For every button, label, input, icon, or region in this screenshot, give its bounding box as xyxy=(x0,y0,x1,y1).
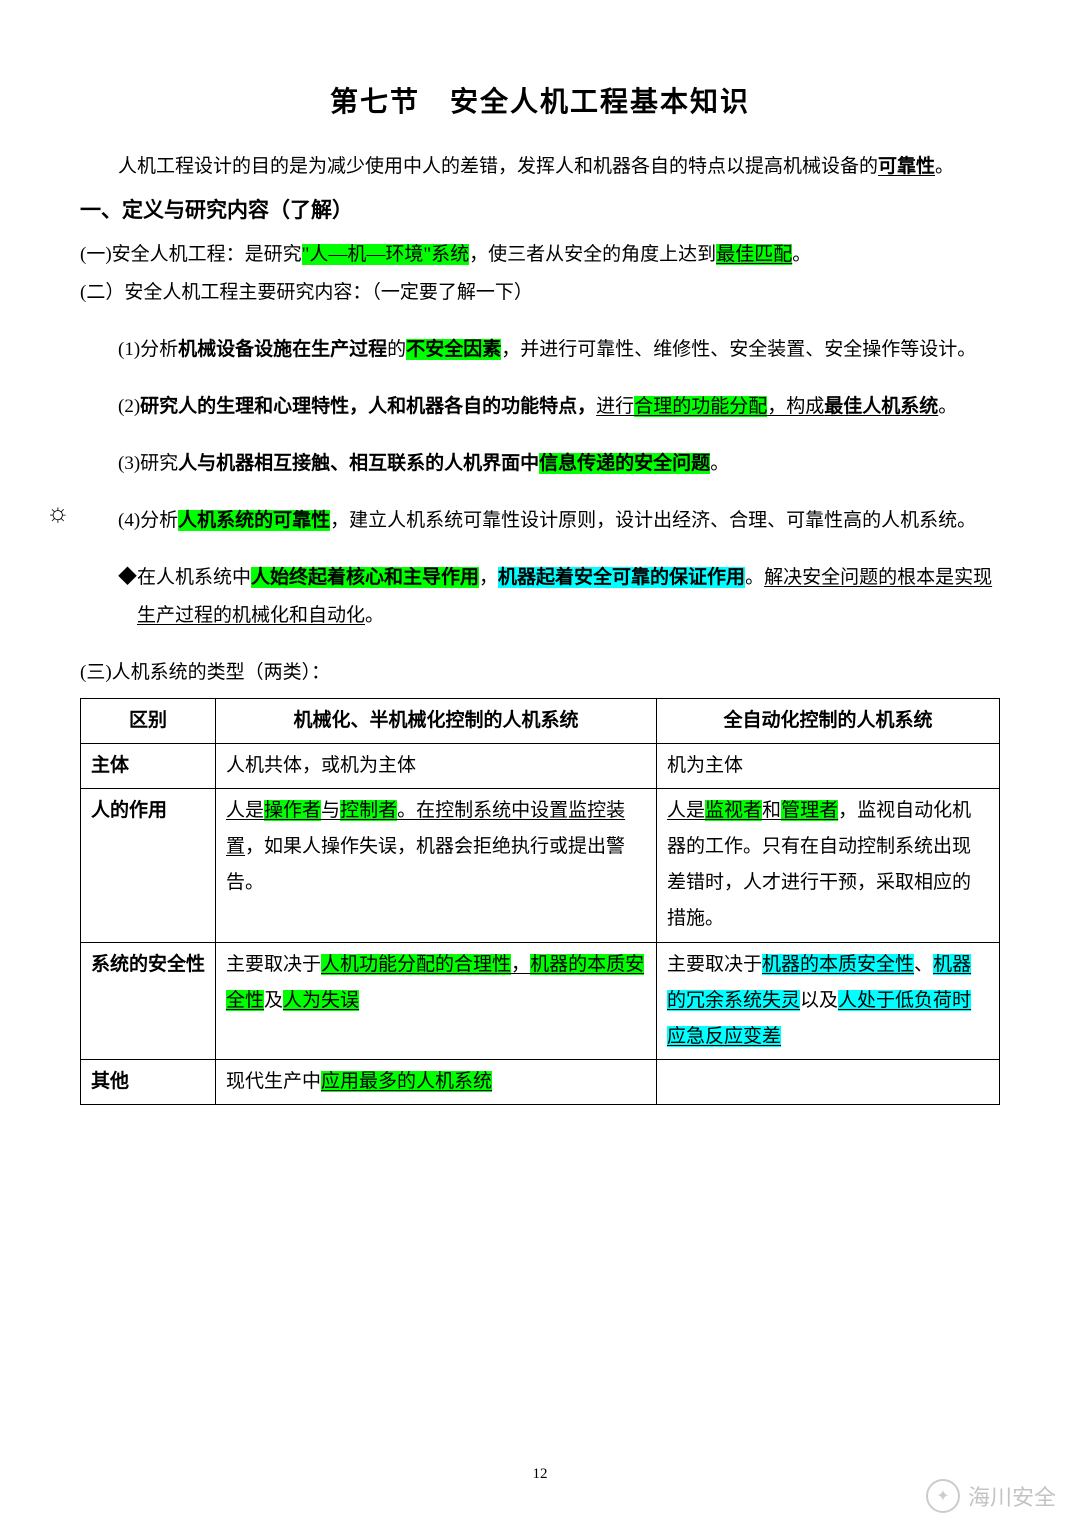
hl-operator: 操作者 xyxy=(264,800,321,821)
intro-post: 。 xyxy=(935,156,954,177)
page-number: 12 xyxy=(0,1466,1080,1483)
intro-paragraph: 人机工程设计的目的是为减少使用中人的差错，发挥人和机器各自的特点以提高机械设备的… xyxy=(80,148,1000,186)
hl-controller: 控制者 xyxy=(340,800,397,821)
table-header-row: 区别 机械化、半机械化控制的人机系统 全自动化控制的人机系统 xyxy=(81,699,1000,744)
watermark-text: 海川安全 xyxy=(968,1480,1056,1512)
cell-safety-2: 主要取决于机器的本质安全性、机器的冗余系统失灵以及人处于低负荷时应急反应变差 xyxy=(657,942,1000,1059)
page-title: 第七节 安全人机工程基本知识 xyxy=(80,80,1000,120)
hl-human-core: 人始终起着核心和主导作用 xyxy=(251,567,479,588)
th-full-auto: 全自动化控制的人机系统 xyxy=(657,699,1000,744)
sun-icon: ☼ xyxy=(46,498,70,528)
cell-subject-1: 人机共体，或机为主体 xyxy=(216,744,657,789)
hl-intrinsic-safety-2: 机器的本质安全性 xyxy=(762,954,914,975)
s1-1: (一)安全人机工程：是研究"人—机—环境"系统，使三者从安全的角度上达到最佳匹配… xyxy=(80,236,1000,274)
row-label-subject: 主体 xyxy=(81,744,216,789)
hl-unsafe-factor: 不安全因素 xyxy=(406,339,501,360)
hl-most-used: 应用最多的人机系统 xyxy=(321,1071,492,1092)
hl-func-alloc: 合理的功能分配 xyxy=(634,396,767,417)
intro-pre: 人机工程设计的目的是为减少使用中人的差错，发挥人和机器各自的特点以提高机械设备的 xyxy=(118,156,878,177)
hl-machine-guarantee: 机器起着安全可靠的保证作用 xyxy=(498,567,745,588)
hl-manager: 管理者 xyxy=(781,800,838,821)
row-label-role: 人的作用 xyxy=(81,789,216,942)
table-row: 其他 现代生产中应用最多的人机系统 xyxy=(81,1059,1000,1104)
s1-2-2: (2)研究人的生理和心理特性，人和机器各自的功能特点，进行合理的功能分配，构成最… xyxy=(99,388,1000,426)
cell-other-2 xyxy=(657,1059,1000,1104)
cell-role-1: 人是操作者与控制者。在控制系统中设置监控装置，如果人操作失误，机器会拒绝执行或提… xyxy=(216,789,657,942)
wechat-icon: ✦ xyxy=(926,1479,960,1513)
section-1-heading: 一、定义与研究内容（了解） xyxy=(80,190,1000,232)
cell-role-2: 人是监视者和管理者，监视自动化机器的工作。只有在自动控制系统出现差错时，人才进行… xyxy=(657,789,1000,942)
s1-2-3: (3)研究人与机器相互接触、相互联系的人机界面中信息传递的安全问题。 xyxy=(99,445,1000,483)
hl-reliability: 人机系统的可靠性 xyxy=(178,510,330,531)
s1-bullet: ◆在人机系统中人始终起着核心和主导作用，机器起着安全可靠的保证作用。解决安全问题… xyxy=(99,559,1000,635)
table-row: 系统的安全性 主要取决于人机功能分配的合理性，机器的本质安全性及人为失误 主要取… xyxy=(81,942,1000,1059)
hl-system: "人—机—环境"系统 xyxy=(302,244,470,265)
th-semi-auto: 机械化、半机械化控制的人机系统 xyxy=(216,699,657,744)
document-page: ☼ 第七节 安全人机工程基本知识 人机工程设计的目的是为减少使用中人的差错，发挥… xyxy=(0,0,1080,1531)
cell-safety-1: 主要取决于人机功能分配的合理性，机器的本质安全性及人为失误 xyxy=(216,942,657,1059)
s1-3-head: (三)人机系统的类型（两类）： xyxy=(80,654,1000,692)
cell-subject-2: 机为主体 xyxy=(657,744,1000,789)
hl-alloc-reason: 人机功能分配的合理性 xyxy=(321,954,511,975)
s1-2-1: (1)分析机械设备设施在生产过程的不安全因素，并进行可靠性、维修性、安全装置、安… xyxy=(99,331,1000,369)
hl-monitor: 监视者 xyxy=(705,800,762,821)
cell-other-1: 现代生产中应用最多的人机系统 xyxy=(216,1059,657,1104)
hl-best-match: 最佳匹配 xyxy=(716,244,792,265)
intro-key: 可靠性 xyxy=(878,156,935,177)
th-diff: 区别 xyxy=(81,699,216,744)
hl-human-error: 人为失误 xyxy=(283,990,359,1011)
row-label-safety: 系统的安全性 xyxy=(81,942,216,1059)
comparison-table: 区别 机械化、半机械化控制的人机系统 全自动化控制的人机系统 主体 人机共体，或… xyxy=(80,698,1000,1105)
table-row: 主体 人机共体，或机为主体 机为主体 xyxy=(81,744,1000,789)
watermark: ✦ 海川安全 xyxy=(926,1479,1056,1513)
hl-info-safety: 信息传递的安全问题 xyxy=(539,453,710,474)
table-row: 人的作用 人是操作者与控制者。在控制系统中设置监控装置，如果人操作失误，机器会拒… xyxy=(81,789,1000,942)
row-label-other: 其他 xyxy=(81,1059,216,1104)
s1-2-4: (4)分析人机系统的可靠性，建立人机系统可靠性设计原则，设计出经济、合理、可靠性… xyxy=(99,502,1000,540)
s1-2-head: (二）安全人机工程主要研究内容：（一定要了解一下） xyxy=(80,274,1000,312)
